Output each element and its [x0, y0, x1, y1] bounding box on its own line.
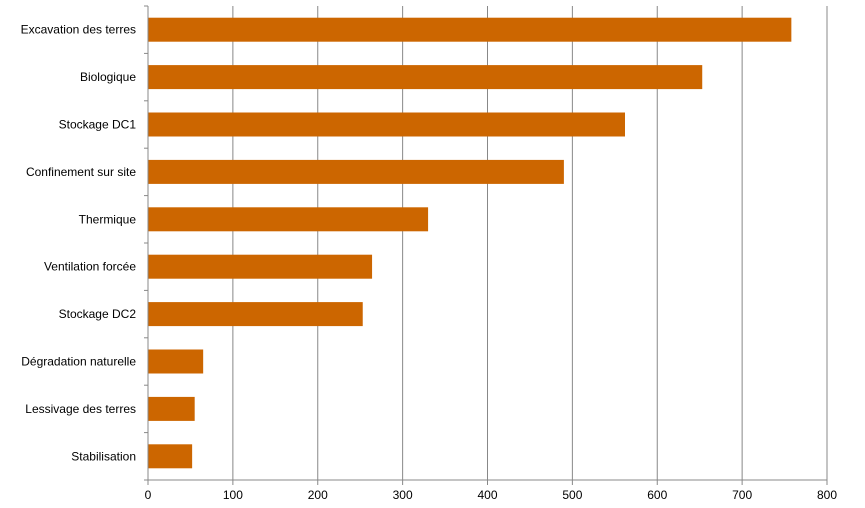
category-label: Stockage DC1: [59, 118, 137, 132]
x-tick-label: 400: [477, 488, 497, 502]
x-tick-label: 800: [817, 488, 837, 502]
category-label: Thermique: [79, 212, 137, 226]
bar-6: [148, 302, 363, 327]
category-label: Lessivage des terres: [25, 402, 136, 416]
x-tick-label: 0: [145, 488, 152, 502]
labels: 0 100 200 300 400 500 600 700 800 Excavation des …: [21, 23, 838, 502]
category-label: Stabilisation: [71, 449, 136, 463]
x-tick-label: 700: [732, 488, 752, 502]
bar-3: [148, 159, 564, 184]
bar-8: [148, 396, 195, 421]
x-tick-label: 100: [223, 488, 243, 502]
category-label: Confinement sur site: [26, 165, 136, 179]
bar-7: [148, 349, 204, 374]
category-label: Biologique: [80, 70, 136, 84]
category-label: Excavation des terres: [21, 23, 136, 37]
bars: [148, 17, 792, 469]
bar-4: [148, 207, 429, 232]
bar-2: [148, 112, 625, 137]
x-tick-label: 600: [647, 488, 667, 502]
bar-9: [148, 444, 193, 469]
x-tick-label: 200: [308, 488, 328, 502]
category-label: Dégradation naturelle: [21, 355, 136, 369]
x-tick-label: 500: [562, 488, 582, 502]
bar-0: [148, 17, 792, 42]
x-tick-label: 300: [393, 488, 413, 502]
bar-5: [148, 254, 373, 279]
bar-1: [148, 65, 703, 90]
category-label: Ventilation forcée: [44, 260, 136, 274]
category-label: Stockage DC2: [59, 307, 137, 321]
axes: [144, 5, 828, 485]
